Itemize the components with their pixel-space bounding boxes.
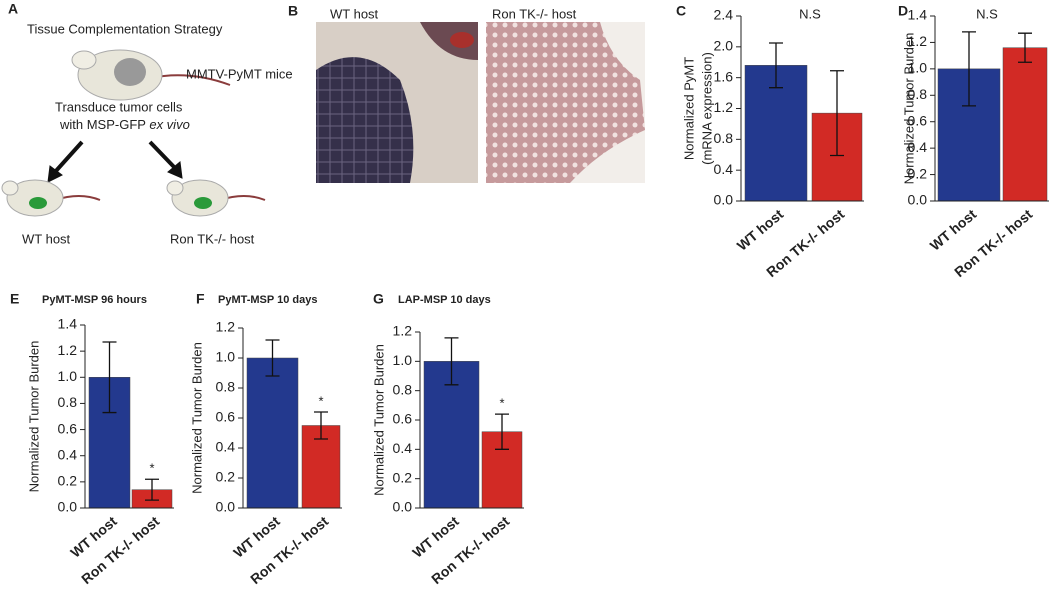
host-label: WT host xyxy=(22,231,71,246)
y-tick-label: 1.0 xyxy=(908,60,928,76)
step-text: Transduce tumor cells xyxy=(55,99,183,114)
step-italic: ex vivo xyxy=(149,117,189,132)
x-tick-label: WT host xyxy=(927,206,980,254)
bar xyxy=(246,357,299,509)
y-axis-label: Normalized Tumor Burden xyxy=(189,342,204,494)
x-tick-label: WT host xyxy=(734,206,787,254)
y-tick-label: 0.8 xyxy=(714,130,734,146)
y-tick-label: 0.4 xyxy=(393,440,413,456)
annotation: N.S xyxy=(976,6,998,21)
y-axis-label: Normalized PyMT xyxy=(681,57,696,160)
error-bar xyxy=(769,42,783,89)
error-bar xyxy=(1018,32,1032,63)
mouse-icon xyxy=(166,179,266,217)
y-tick-label: 0.2 xyxy=(393,469,413,485)
error-bar xyxy=(314,411,328,440)
y-tick-label: 0.2 xyxy=(908,165,928,181)
y-tick-label: 0.2 xyxy=(216,469,236,485)
y-tick-label: 0.6 xyxy=(908,112,928,128)
y-axis-label: Normalized Tumor Burden xyxy=(371,344,386,496)
y-tick-label: 0.0 xyxy=(908,192,928,208)
significance-marker: * xyxy=(499,396,504,411)
y-tick-label: 1.0 xyxy=(393,352,413,368)
panel-label: C xyxy=(676,3,686,19)
y-tick-label: 0.4 xyxy=(908,139,928,155)
y-tick-label: 0.4 xyxy=(58,446,78,462)
panel-title: Tissue Complementation Strategy xyxy=(27,21,223,36)
y-tick-label: 0.8 xyxy=(393,381,413,397)
bar xyxy=(423,361,480,509)
image-caption: WT host xyxy=(330,6,379,21)
chart-title: LAP-MSP 10 days xyxy=(398,294,491,306)
panel-label: A xyxy=(8,1,18,17)
y-axis-label: Normalized Tumor Burden xyxy=(901,33,916,185)
y-tick-label: 1.6 xyxy=(714,68,734,84)
y-tick-label: 2.4 xyxy=(714,7,734,23)
y-tick-label: 2.0 xyxy=(714,38,734,54)
y-tick-label: 1.2 xyxy=(714,99,734,115)
mouse-icon xyxy=(71,49,231,101)
panel-label: B xyxy=(288,3,298,19)
x-tick-label: Ron TK-/- host xyxy=(78,513,162,587)
arrow xyxy=(47,140,183,183)
y-tick-label: 0.4 xyxy=(216,439,236,455)
y-tick-label: 0.8 xyxy=(58,394,78,410)
y-tick-label: 1.4 xyxy=(908,7,928,23)
mouse-icon xyxy=(1,179,101,217)
mice-label: MMTV-PyMT mice xyxy=(186,66,293,81)
panel-label: F xyxy=(196,291,205,307)
y-tick-label: 1.0 xyxy=(216,349,236,365)
annotation: N.S xyxy=(799,6,821,21)
panel-label: D xyxy=(898,3,908,19)
error-bar xyxy=(265,339,280,377)
y-tick-label: 0.0 xyxy=(58,499,78,515)
y-tick-label: 0.8 xyxy=(216,379,236,395)
significance-marker: * xyxy=(149,461,154,476)
significance-marker: * xyxy=(318,393,323,408)
error-bar xyxy=(444,337,459,386)
y-tick-label: 0.6 xyxy=(393,411,413,427)
y-tick-label: 0.0 xyxy=(216,499,236,515)
error-bar xyxy=(145,478,159,501)
chart-title: PyMT-MSP 96 hours xyxy=(42,294,147,306)
histology-image xyxy=(316,22,478,184)
histology-image xyxy=(486,22,645,183)
y-tick-label: 0.0 xyxy=(714,192,734,208)
panel-label: E xyxy=(10,291,19,307)
y-tick-label: 0.6 xyxy=(58,420,78,436)
y-tick-label: 1.2 xyxy=(216,319,236,335)
y-tick-label: 1.2 xyxy=(908,33,928,49)
y-tick-label: 0.4 xyxy=(714,161,734,177)
y-tick-label: 1.2 xyxy=(393,323,413,339)
y-tick-label: 1.0 xyxy=(58,368,78,384)
y-tick-label: 0.0 xyxy=(393,499,413,515)
step-text: with MSP-GFP xyxy=(59,117,149,132)
image-caption: Ron TK-/- host xyxy=(492,6,577,21)
error-bar xyxy=(830,70,844,157)
chart-title: PyMT-MSP 10 days xyxy=(218,294,317,306)
y-tick-label: 0.2 xyxy=(58,473,78,489)
y-axis-label: (mRNA expression) xyxy=(699,52,714,165)
error-bar xyxy=(102,341,117,414)
y-axis-label: Normalized Tumor Burden xyxy=(26,341,41,493)
y-tick-label: 0.8 xyxy=(908,86,928,102)
bar xyxy=(1002,47,1048,202)
y-tick-label: 1.2 xyxy=(58,342,78,358)
error-bar xyxy=(495,413,509,450)
error-bar xyxy=(962,31,976,107)
y-tick-label: 1.4 xyxy=(58,316,78,332)
panel-label: G xyxy=(373,291,384,307)
y-tick-label: 0.6 xyxy=(216,409,236,425)
host-label: Ron TK-/- host xyxy=(170,231,255,246)
step-text: with MSP-GFP ex vivo xyxy=(59,117,190,132)
